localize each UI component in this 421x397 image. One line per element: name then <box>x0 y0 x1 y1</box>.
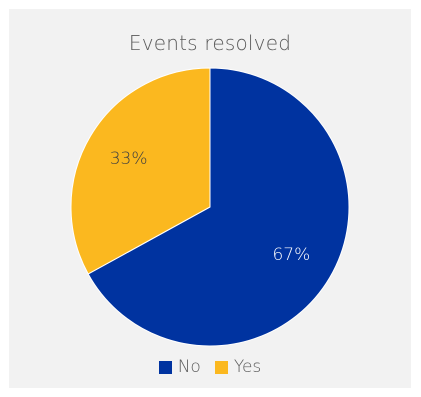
pie-slices <box>70 67 350 347</box>
legend-label-yes: Yes <box>233 357 262 377</box>
legend-item-yes: Yes <box>214 357 262 377</box>
data-label-no: 67% <box>272 245 310 265</box>
legend-item-no: No <box>158 357 201 377</box>
legend-swatch-no <box>158 360 172 374</box>
legend-swatch-yes <box>214 360 228 374</box>
pie-slice-no <box>87 67 350 347</box>
chart-title: Events resolved <box>128 31 292 55</box>
data-label-yes: 33% <box>110 149 148 169</box>
chart-area: Events resolved 67% 33% No Yes <box>9 9 411 388</box>
chart-legend: No Yes <box>9 357 411 377</box>
legend-label-no: No <box>177 357 201 377</box>
pie-chart: 67% 33% <box>70 67 350 347</box>
pie-data-labels: 67% 33% <box>110 149 311 265</box>
pie-slice-yes <box>70 67 211 275</box>
